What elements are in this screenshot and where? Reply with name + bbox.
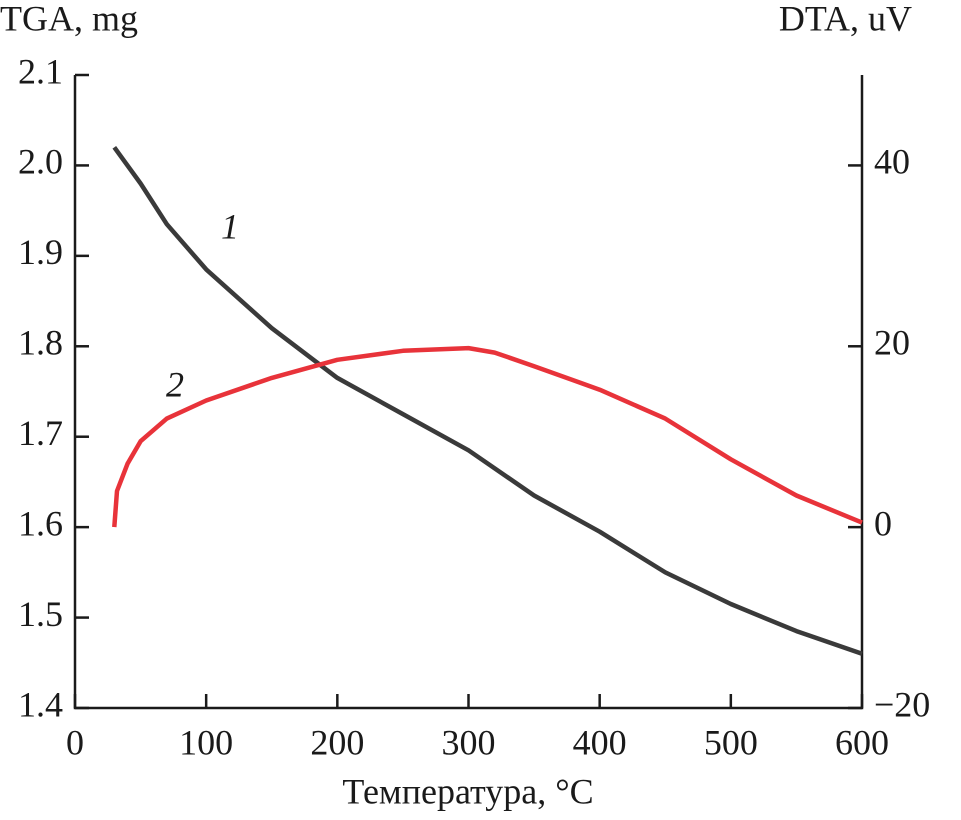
- x-tick-label: 100: [179, 722, 233, 762]
- x-tick-label: 200: [310, 722, 364, 762]
- x-tick-label: 300: [442, 722, 496, 762]
- curve-label: 2: [166, 364, 184, 404]
- data-line: [112, 145, 863, 656]
- axes-frame: [73, 75, 864, 710]
- y-tick-label: 1.6: [18, 503, 63, 543]
- curve-label: 1: [221, 206, 239, 246]
- y-tick-label: 1.5: [18, 594, 63, 634]
- x-tick-label: 0: [66, 722, 84, 762]
- y-tick-label: 2.1: [18, 51, 63, 91]
- y2-axis-title: DTA, uV: [779, 0, 912, 38]
- x-tick-label: 600: [835, 722, 889, 762]
- x-tick-label: 400: [573, 722, 627, 762]
- y-tick-label: 1.4: [18, 684, 63, 724]
- y-tick-label: 1.7: [18, 413, 63, 453]
- y-tick-label: 1.9: [18, 232, 63, 272]
- y2-tick-label: −20: [874, 684, 930, 724]
- x-axis-title: Температура, °C: [342, 771, 593, 811]
- y2-tick-label: 0: [874, 503, 892, 543]
- data-line: [112, 345, 863, 528]
- y-axis-title: TGA, mg: [0, 0, 138, 38]
- y-tick-label: 1.8: [18, 323, 63, 363]
- x-tick-label: 500: [704, 722, 758, 762]
- y-tick-label: 2.0: [18, 142, 63, 182]
- y2-tick-label: 40: [874, 142, 910, 182]
- y2-tick-label: 20: [874, 323, 910, 363]
